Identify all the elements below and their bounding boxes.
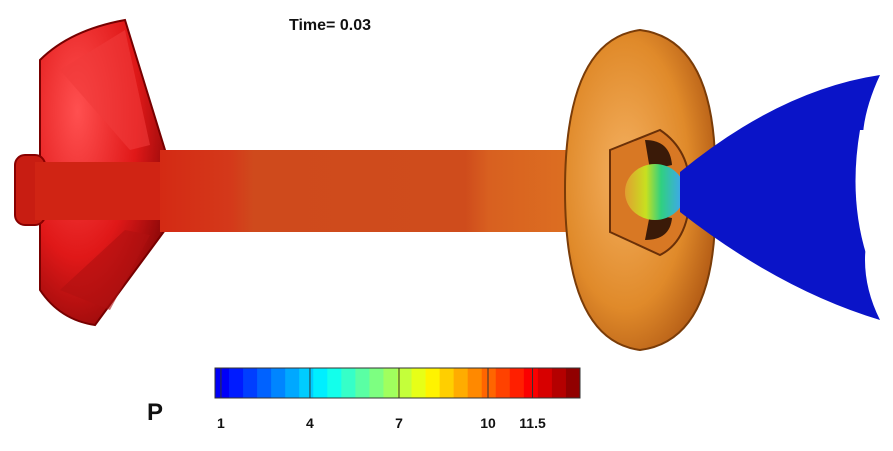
colorbar: 1 4 7 10 11.5 xyxy=(215,368,581,431)
colorbar-band xyxy=(538,368,553,398)
title: Time= 0.03 xyxy=(289,17,371,34)
colorbar-tick-label: 4 xyxy=(306,415,314,431)
colorbar-band xyxy=(454,368,469,398)
colorbar-band xyxy=(229,368,244,398)
colorbar-tick-label: 11.5 xyxy=(519,415,546,431)
colorbar-band xyxy=(482,368,497,398)
colorbar-label: P xyxy=(147,399,163,426)
colorbar-band xyxy=(271,368,286,398)
colorbar-band xyxy=(355,368,370,398)
colorbar-band xyxy=(440,368,455,398)
colorbar-band xyxy=(243,368,258,398)
colorbar-band xyxy=(369,368,384,398)
colorbar-band xyxy=(412,368,427,398)
colorbar-band xyxy=(327,368,342,398)
colorbar-band xyxy=(510,368,525,398)
colorbar-band xyxy=(299,368,314,398)
figure: Time= 0.03 1 4 7 10 11.5 P xyxy=(0,0,893,446)
colorbar-band xyxy=(426,368,441,398)
geometry xyxy=(15,20,893,350)
colorbar-band xyxy=(257,368,272,398)
colorbar-tick-label: 1 xyxy=(217,415,225,431)
colorbar-band xyxy=(398,368,413,398)
colorbar-band xyxy=(313,368,328,398)
colorbar-band xyxy=(383,368,398,398)
colorbar-band xyxy=(468,368,483,398)
colorbar-tick-label: 10 xyxy=(480,415,496,431)
colorbar-band xyxy=(341,368,356,398)
colorbar-band xyxy=(215,368,230,398)
colorbar-band xyxy=(552,368,567,398)
colorbar-band xyxy=(496,368,511,398)
colorbar-band xyxy=(524,368,539,398)
colorbar-band xyxy=(285,368,300,398)
colorbar-tick-label: 7 xyxy=(395,415,403,431)
colorbar-band xyxy=(566,368,581,398)
